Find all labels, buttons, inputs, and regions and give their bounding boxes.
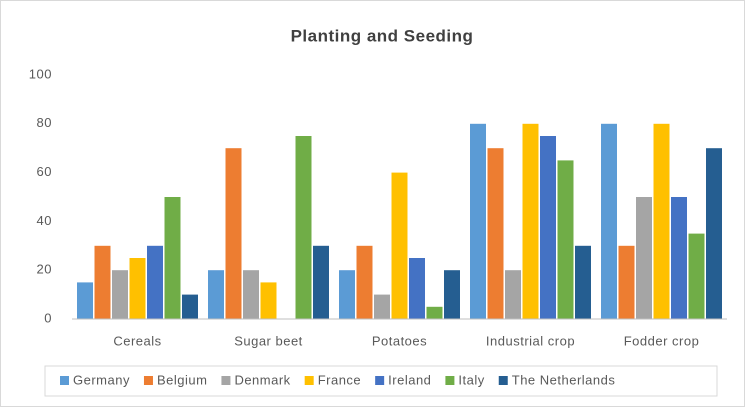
y-tick-label: 80 [37,115,52,130]
chart-title: Planting and Seeding [291,26,474,45]
x-tick-label: Fodder crop [624,333,700,348]
y-tick-label: 0 [44,310,52,325]
legend-label: France [318,372,361,387]
legend-label: Denmark [234,372,290,387]
bar [575,245,591,319]
bar [112,270,128,319]
bar [470,123,486,319]
bar [653,123,670,319]
bar [295,136,312,319]
x-tick-label: Industrial crop [486,333,575,348]
legend-label: Germany [73,372,130,387]
bar [487,148,504,319]
x-tick-label: Potatoes [372,333,427,348]
legend-swatch [304,376,314,385]
legend-swatch [445,376,455,385]
x-tick-label: Cereals [113,333,161,348]
bar [374,294,390,319]
bar [618,245,635,319]
bar [313,245,329,319]
bar [636,197,652,319]
legend-label: Italy [458,372,484,387]
bar [671,197,687,319]
bar [540,136,556,319]
bar [77,282,93,319]
bar [243,270,259,319]
y-tick-label: 100 [29,66,52,81]
y-tick-label: 60 [37,164,52,179]
y-tick-label: 20 [37,262,52,277]
bar [147,245,163,319]
bar [129,258,146,319]
legend-box [44,365,718,397]
bar [208,270,224,319]
bar [225,148,242,319]
legend-label: The Netherlands [512,372,616,387]
bar [391,172,408,319]
bar [356,245,373,319]
legend-label: Belgium [157,372,207,387]
x-tick-label: Sugar beet [234,333,303,348]
bar [505,270,521,319]
bar [557,160,574,319]
legend-swatch [221,376,231,385]
y-tick-label: 40 [37,213,52,228]
legend-swatch [60,376,69,385]
legend-swatch [375,376,385,385]
bar [339,270,355,319]
bar [688,233,705,319]
bar [522,123,539,319]
bar [182,294,198,319]
bar [409,258,425,319]
bar [444,270,460,319]
bar [94,245,111,319]
bar [706,148,722,319]
bar [164,197,181,319]
bar [260,282,277,319]
bar [601,123,617,319]
legend-label: Ireland [388,372,431,387]
legend-swatch [143,376,153,385]
bar [426,306,443,319]
legend-swatch [498,376,508,385]
